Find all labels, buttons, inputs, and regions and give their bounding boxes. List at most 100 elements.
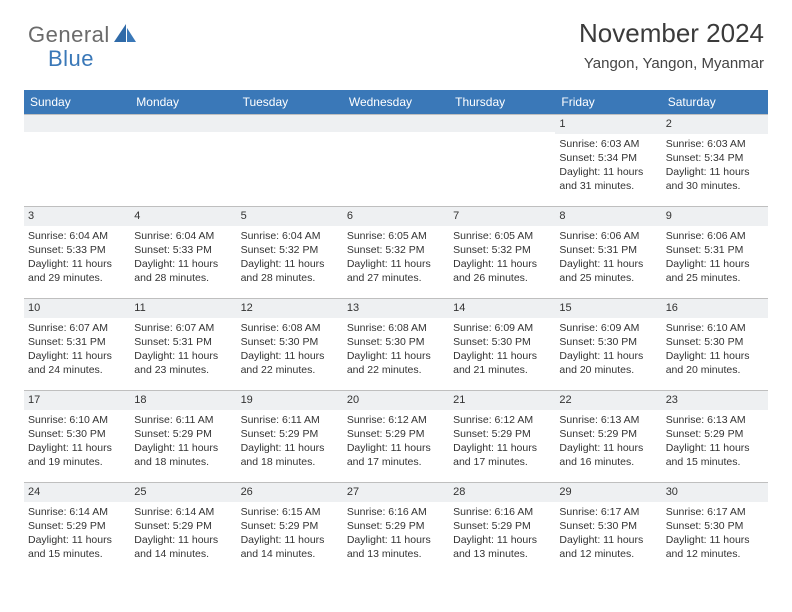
day-info: Sunrise: 6:11 AMSunset: 5:29 PMDaylight:…	[241, 413, 339, 470]
weekday-header: Thursday	[449, 90, 555, 115]
day-info: Sunrise: 6:03 AMSunset: 5:34 PMDaylight:…	[666, 137, 764, 194]
table-row: 17Sunrise: 6:10 AMSunset: 5:30 PMDayligh…	[24, 391, 768, 483]
day-line-dl1: Daylight: 11 hours	[453, 349, 551, 363]
page-title: November 2024	[579, 18, 764, 49]
day-number: 18	[130, 391, 236, 410]
day-cell: 11 Sunrise: 6:07 AMSunset: 5:31 PMDayligh…	[130, 299, 236, 391]
day-line-sr: Sunrise: 6:14 AM	[28, 505, 126, 519]
day-line-dl1: Daylight: 11 hours	[347, 349, 445, 363]
day-line-ss: Sunset: 5:29 PM	[559, 427, 657, 441]
day-line-dl2: and 14 minutes.	[241, 547, 339, 561]
day-line-ss: Sunset: 5:29 PM	[666, 427, 764, 441]
day-line-dl2: and 21 minutes.	[453, 363, 551, 377]
day-cell: 23Sunrise: 6:13 AMSunset: 5:29 PMDayligh…	[662, 391, 768, 483]
day-line-ss: Sunset: 5:32 PM	[453, 243, 551, 257]
day-number-bar	[24, 115, 130, 132]
day-number: 19	[237, 391, 343, 410]
day-line-dl2: and 13 minutes.	[347, 547, 445, 561]
day-cell: 7Sunrise: 6:05 AMSunset: 5:32 PMDaylight…	[449, 207, 555, 299]
day-info: Sunrise: 6:07 AMSunset: 5:31 PMDaylight:…	[134, 321, 232, 378]
day-number-bar	[449, 115, 555, 132]
day-number: 11	[130, 299, 236, 318]
day-number: 8	[555, 207, 661, 226]
day-line-ss: Sunset: 5:31 PM	[559, 243, 657, 257]
day-number-bar	[237, 115, 343, 132]
day-cell: 27Sunrise: 6:16 AMSunset: 5:29 PMDayligh…	[343, 483, 449, 575]
day-info: Sunrise: 6:10 AMSunset: 5:30 PMDaylight:…	[666, 321, 764, 378]
day-number: 13	[343, 299, 449, 318]
day-cell: 5Sunrise: 6:04 AMSunset: 5:32 PMDaylight…	[237, 207, 343, 299]
day-cell: 24Sunrise: 6:14 AMSunset: 5:29 PMDayligh…	[24, 483, 130, 575]
day-cell: 29Sunrise: 6:17 AMSunset: 5:30 PMDayligh…	[555, 483, 661, 575]
day-info: Sunrise: 6:04 AMSunset: 5:33 PMDaylight:…	[28, 229, 126, 286]
calendar-body: 1Sunrise: 6:03 AMSunset: 5:34 PMDaylight…	[24, 115, 768, 575]
day-line-dl2: and 14 minutes.	[134, 547, 232, 561]
empty-cell	[449, 115, 555, 207]
day-cell: 28Sunrise: 6:16 AMSunset: 5:29 PMDayligh…	[449, 483, 555, 575]
day-line-sr: Sunrise: 6:17 AM	[559, 505, 657, 519]
day-line-sr: Sunrise: 6:17 AM	[666, 505, 764, 519]
day-line-dl2: and 31 minutes.	[559, 179, 657, 193]
day-line-sr: Sunrise: 6:08 AM	[347, 321, 445, 335]
header: General Blue November 2024 Yangon, Yango…	[0, 0, 792, 82]
day-line-sr: Sunrise: 6:06 AM	[559, 229, 657, 243]
day-line-sr: Sunrise: 6:16 AM	[453, 505, 551, 519]
weekday-header: Wednesday	[343, 90, 449, 115]
day-cell: 22Sunrise: 6:13 AMSunset: 5:29 PMDayligh…	[555, 391, 661, 483]
day-number: 15	[555, 299, 661, 318]
day-number: 20	[343, 391, 449, 410]
day-number: 25	[130, 483, 236, 502]
day-line-sr: Sunrise: 6:13 AM	[559, 413, 657, 427]
logo-sail-icon	[112, 22, 138, 44]
day-cell: 4Sunrise: 6:04 AMSunset: 5:33 PMDaylight…	[130, 207, 236, 299]
day-info: Sunrise: 6:08 AMSunset: 5:30 PMDaylight:…	[241, 321, 339, 378]
day-info: Sunrise: 6:12 AMSunset: 5:29 PMDaylight:…	[453, 413, 551, 470]
day-info: Sunrise: 6:07 AMSunset: 5:31 PMDaylight:…	[28, 321, 126, 378]
day-cell: 19 Sunrise: 6:11 AMSunset: 5:29 PMDayligh…	[237, 391, 343, 483]
day-cell: 14Sunrise: 6:09 AMSunset: 5:30 PMDayligh…	[449, 299, 555, 391]
day-number: 10	[24, 299, 130, 318]
day-line-dl2: and 15 minutes.	[666, 455, 764, 469]
day-number: 26	[237, 483, 343, 502]
day-line-dl1: Daylight: 11 hours	[347, 257, 445, 271]
day-info: Sunrise: 6:17 AMSunset: 5:30 PMDaylight:…	[666, 505, 764, 562]
logo-general: General	[28, 22, 110, 48]
calendar-table: SundayMondayTuesdayWednesdayThursdayFrid…	[24, 90, 768, 575]
day-line-dl2: and 18 minutes.	[134, 455, 232, 469]
day-line-dl1: Daylight: 11 hours	[559, 441, 657, 455]
day-cell: 8Sunrise: 6:06 AMSunset: 5:31 PMDaylight…	[555, 207, 661, 299]
weekday-header: Tuesday	[237, 90, 343, 115]
day-info: Sunrise: 6:15 AMSunset: 5:29 PMDaylight:…	[241, 505, 339, 562]
day-info: Sunrise: 6:09 AMSunset: 5:30 PMDaylight:…	[453, 321, 551, 378]
day-line-sr: Sunrise: 6:10 AM	[666, 321, 764, 335]
day-info: Sunrise: 6:16 AMSunset: 5:29 PMDaylight:…	[453, 505, 551, 562]
day-line-sr: Sunrise: 6:12 AM	[347, 413, 445, 427]
day-line-dl1: Daylight: 11 hours	[666, 533, 764, 547]
day-number: 29	[555, 483, 661, 502]
day-cell: 15Sunrise: 6:09 AMSunset: 5:30 PMDayligh…	[555, 299, 661, 391]
location: Yangon, Yangon, Myanmar	[579, 55, 764, 72]
day-line-ss: Sunset: 5:31 PM	[666, 243, 764, 257]
day-line-dl2: and 22 minutes.	[241, 363, 339, 377]
day-line-sr: Sunrise: 6:04 AM	[28, 229, 126, 243]
day-line-sr: Sunrise: 6:03 AM	[559, 137, 657, 151]
day-info: Sunrise: 6:16 AMSunset: 5:29 PMDaylight:…	[347, 505, 445, 562]
day-line-dl1: Daylight: 11 hours	[134, 533, 232, 547]
day-line-ss: Sunset: 5:30 PM	[559, 335, 657, 349]
day-line-dl1: Daylight: 11 hours	[666, 165, 764, 179]
day-line-dl2: and 17 minutes.	[347, 455, 445, 469]
day-line-dl1: Daylight: 11 hours	[28, 533, 126, 547]
day-line-ss: Sunset: 5:33 PM	[134, 243, 232, 257]
day-line-sr: Sunrise: 6:13 AM	[666, 413, 764, 427]
day-line-dl2: and 25 minutes.	[559, 271, 657, 285]
day-line-dl1: Daylight: 11 hours	[666, 441, 764, 455]
day-cell: 21Sunrise: 6:12 AMSunset: 5:29 PMDayligh…	[449, 391, 555, 483]
day-cell: 13 Sunrise: 6:08 AMSunset: 5:30 PMDayligh…	[343, 299, 449, 391]
day-line-ss: Sunset: 5:29 PM	[453, 427, 551, 441]
day-line-dl1: Daylight: 11 hours	[347, 533, 445, 547]
day-line-ss: Sunset: 5:30 PM	[453, 335, 551, 349]
day-line-dl2: and 29 minutes.	[28, 271, 126, 285]
day-info: Sunrise: 6:08 AMSunset: 5:30 PMDaylight:…	[347, 321, 445, 378]
day-number-bar	[130, 115, 236, 132]
day-line-dl1: Daylight: 11 hours	[347, 441, 445, 455]
